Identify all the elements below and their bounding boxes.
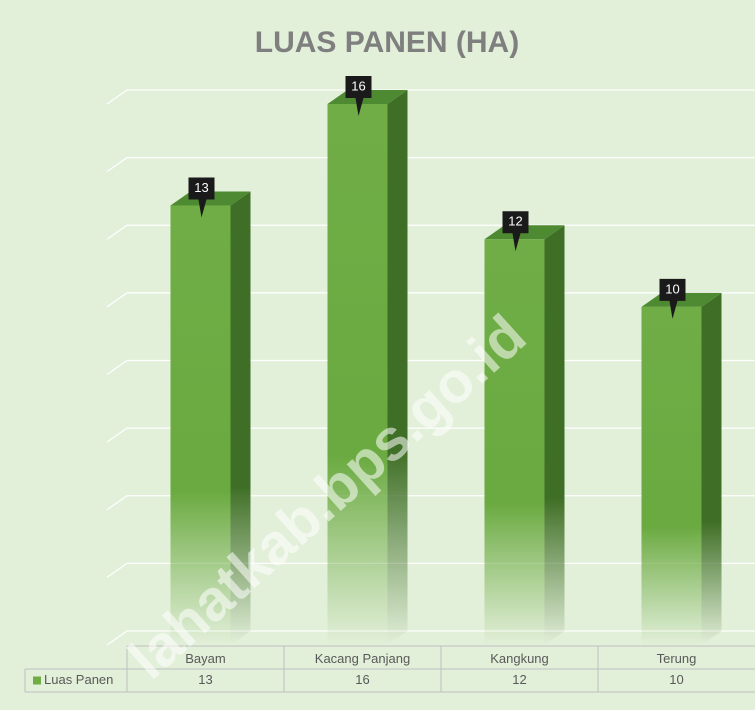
- table-value: 12: [512, 672, 526, 687]
- data-label-box: [502, 211, 529, 252]
- bar-side: [230, 191, 251, 645]
- table-value: 16: [355, 672, 369, 687]
- data-label: 12: [508, 214, 522, 229]
- table-value: 13: [198, 672, 212, 687]
- x-tick-label: Bayam: [185, 651, 225, 666]
- data-label: 16: [351, 78, 365, 93]
- data-label-box: [188, 177, 215, 218]
- bar: [641, 306, 702, 645]
- data-label: 13: [194, 180, 208, 195]
- data-label-box: [345, 76, 372, 116]
- grid-line: [106, 89, 755, 105]
- x-tick-label: Kacang Panjang: [315, 651, 410, 666]
- x-tick-label: Kangkung: [490, 651, 549, 666]
- legend-key: [33, 676, 41, 685]
- bar: [327, 104, 388, 645]
- table-value: 10: [669, 672, 683, 687]
- data-label: 10: [665, 281, 679, 296]
- x-tick-label: Terung: [657, 651, 697, 666]
- bar-side: [387, 90, 408, 645]
- chart-title: LUAS PANEN (HA): [255, 26, 519, 59]
- grid-line: [106, 157, 755, 173]
- data-label-box: [659, 278, 686, 319]
- bar-side: [544, 225, 565, 645]
- bar: [170, 205, 231, 645]
- bar-side: [701, 292, 722, 645]
- bar: [484, 239, 545, 645]
- legend-label: Luas Panen: [44, 672, 113, 687]
- table-lines: [24, 645, 755, 693]
